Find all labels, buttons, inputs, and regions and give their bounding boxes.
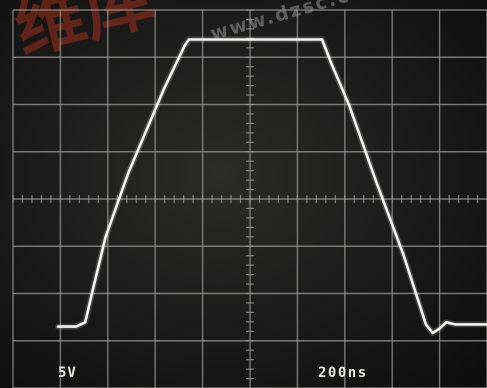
graticule: [12, 9, 487, 388]
trace-layer: [55, 36, 487, 336]
time-per-div-readout: 200ns: [318, 365, 368, 381]
waveform-trace: [56, 38, 487, 335]
volts-per-div-readout: 5V: [58, 365, 77, 381]
